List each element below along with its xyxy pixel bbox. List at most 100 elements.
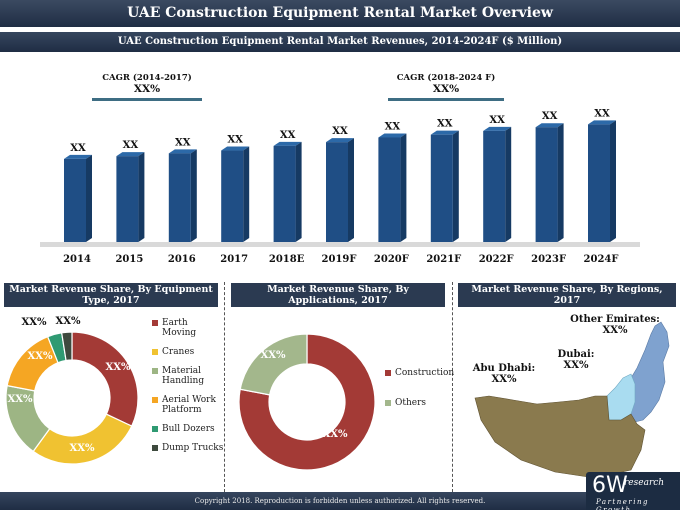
bar-side	[610, 120, 616, 242]
cagr-value: XX%	[133, 83, 161, 95]
cagr-box-2: CAGR (2018-2024 F) XX%	[388, 73, 504, 101]
slice-data-label: XX%	[105, 362, 131, 373]
page-title: UAE Construction Equipment Rental Market…	[0, 0, 680, 27]
cagr-label: CAGR (2014-2017)	[102, 73, 192, 83]
legend-swatch	[152, 397, 158, 403]
bar	[378, 133, 407, 242]
bar	[116, 152, 145, 242]
label-other-emirates: Other Emirates: XX%	[570, 314, 660, 336]
donut-slice	[71, 331, 139, 427]
slice-data-label: XX%	[27, 351, 53, 362]
x-tick-label: 2020F	[374, 254, 409, 265]
legend-label: Construction	[395, 368, 455, 378]
applications-legend: Construction Others	[385, 368, 455, 417]
cagr-value: XX%	[432, 83, 460, 95]
x-tick-label: 2018E	[269, 254, 305, 265]
bar-side	[452, 130, 459, 242]
bar	[588, 120, 616, 242]
equipment-panel-title: Market Revenue Share, By Equipment Type,…	[4, 283, 218, 307]
uae-map	[474, 321, 670, 479]
bar-side	[86, 154, 92, 242]
equipment-donut-chart: XX% XX% XX% XX% XX% XX%	[5, 316, 139, 465]
legend-label: Bull Dozers	[162, 424, 215, 434]
bar-front	[221, 150, 244, 242]
bar-data-label: XX	[332, 126, 348, 137]
bar-front	[535, 127, 558, 242]
legend-item: Aerial Work Platform	[152, 395, 224, 415]
x-tick-label: 2022F	[479, 254, 514, 265]
x-tick-label: 2024F	[584, 254, 619, 265]
bar-side	[400, 133, 407, 242]
legend-label: Material Handling	[162, 366, 205, 386]
logo-mark: 6W	[592, 473, 628, 498]
slice-data-label: XX%	[322, 429, 348, 440]
donut-slice	[239, 333, 308, 396]
slice-data-label: XX%	[55, 316, 81, 327]
bar-data-label: XX	[385, 121, 401, 132]
legend-label: Earth Moving	[162, 318, 197, 338]
bar-data-label: XX	[489, 115, 505, 126]
map-dubai	[606, 373, 636, 421]
legend-swatch	[152, 426, 158, 432]
bar-data-label: XX	[175, 137, 191, 148]
bar-front	[430, 134, 453, 242]
footer-copyright: Copyright 2018. Reproduction is forbidde…	[0, 492, 680, 510]
cagr-box-1: CAGR (2014-2017) XX%	[92, 73, 202, 101]
slice-data-label: XX%	[69, 443, 95, 454]
x-tick-label: 2015	[115, 254, 143, 265]
bar-top	[430, 130, 459, 135]
bar-front	[588, 124, 610, 242]
bar-front	[273, 145, 296, 242]
bar-top	[273, 141, 302, 146]
bar-data-label: XX	[542, 111, 558, 122]
bar	[326, 138, 354, 242]
legend-item: Others	[385, 398, 451, 408]
chart-floor	[40, 242, 640, 247]
bar-data-label: XX	[594, 108, 610, 119]
bar-data-label: XX	[123, 140, 139, 151]
bar-top	[64, 154, 92, 159]
x-tick-label: 2021F	[426, 254, 461, 265]
bar-chart-title: UAE Construction Equipment Rental Market…	[0, 32, 680, 52]
bar-side	[348, 138, 354, 242]
applications-panel-title: Market Revenue Share, By Applications, 2…	[231, 283, 445, 307]
legend-swatch	[152, 320, 158, 326]
x-tick-label: 2017	[220, 254, 248, 265]
bar	[535, 123, 564, 242]
bar-front	[64, 158, 86, 242]
bar-top	[483, 126, 512, 131]
bar-top	[588, 120, 616, 125]
bar-front	[326, 142, 348, 242]
regions-panel-title: Market Revenue Share, By Regions, 2017	[458, 283, 676, 307]
slice-data-label: XX%	[260, 350, 286, 361]
bar-top	[326, 138, 354, 143]
legend-swatch	[385, 370, 391, 376]
slice-data-label: XX%	[21, 317, 47, 328]
equipment-legend: Earth Moving Cranes Material Handling Aeria…	[152, 318, 224, 462]
bar-data-label: XX	[280, 130, 296, 141]
cagr-underline	[388, 98, 504, 101]
label-abu-dhabi: Abu Dhabi: XX%	[472, 363, 536, 385]
cagr-label: CAGR (2018-2024 F)	[396, 73, 496, 83]
panel-divider	[452, 282, 453, 492]
legend-swatch	[385, 400, 391, 406]
bar-side	[138, 152, 145, 242]
legend-swatch	[152, 445, 158, 451]
bar	[273, 141, 302, 242]
label-dubai: Dubai: XX%	[557, 349, 595, 371]
bar-front	[116, 156, 139, 242]
bar	[483, 126, 512, 242]
legend-label: Others	[395, 398, 427, 408]
legend-item: Bull Dozers	[152, 424, 224, 434]
legend-item: Material Handling	[152, 366, 224, 386]
legend-swatch	[152, 349, 158, 355]
legend-label: Aerial Work Platform	[162, 395, 216, 415]
bar-front	[483, 130, 506, 242]
x-tick-label: 2023F	[531, 254, 566, 265]
bar	[221, 146, 250, 242]
bar	[64, 154, 92, 242]
logo-tagline: Partnering Growth	[596, 498, 649, 514]
revenue-bar-chart: XX 2014 XX 2015 XX 2016 XX 2017 XX 2018E XX 2019F XX…	[40, 108, 640, 265]
legend-label: Dump Trucks	[162, 443, 224, 453]
legend-item: Cranes	[152, 347, 224, 357]
